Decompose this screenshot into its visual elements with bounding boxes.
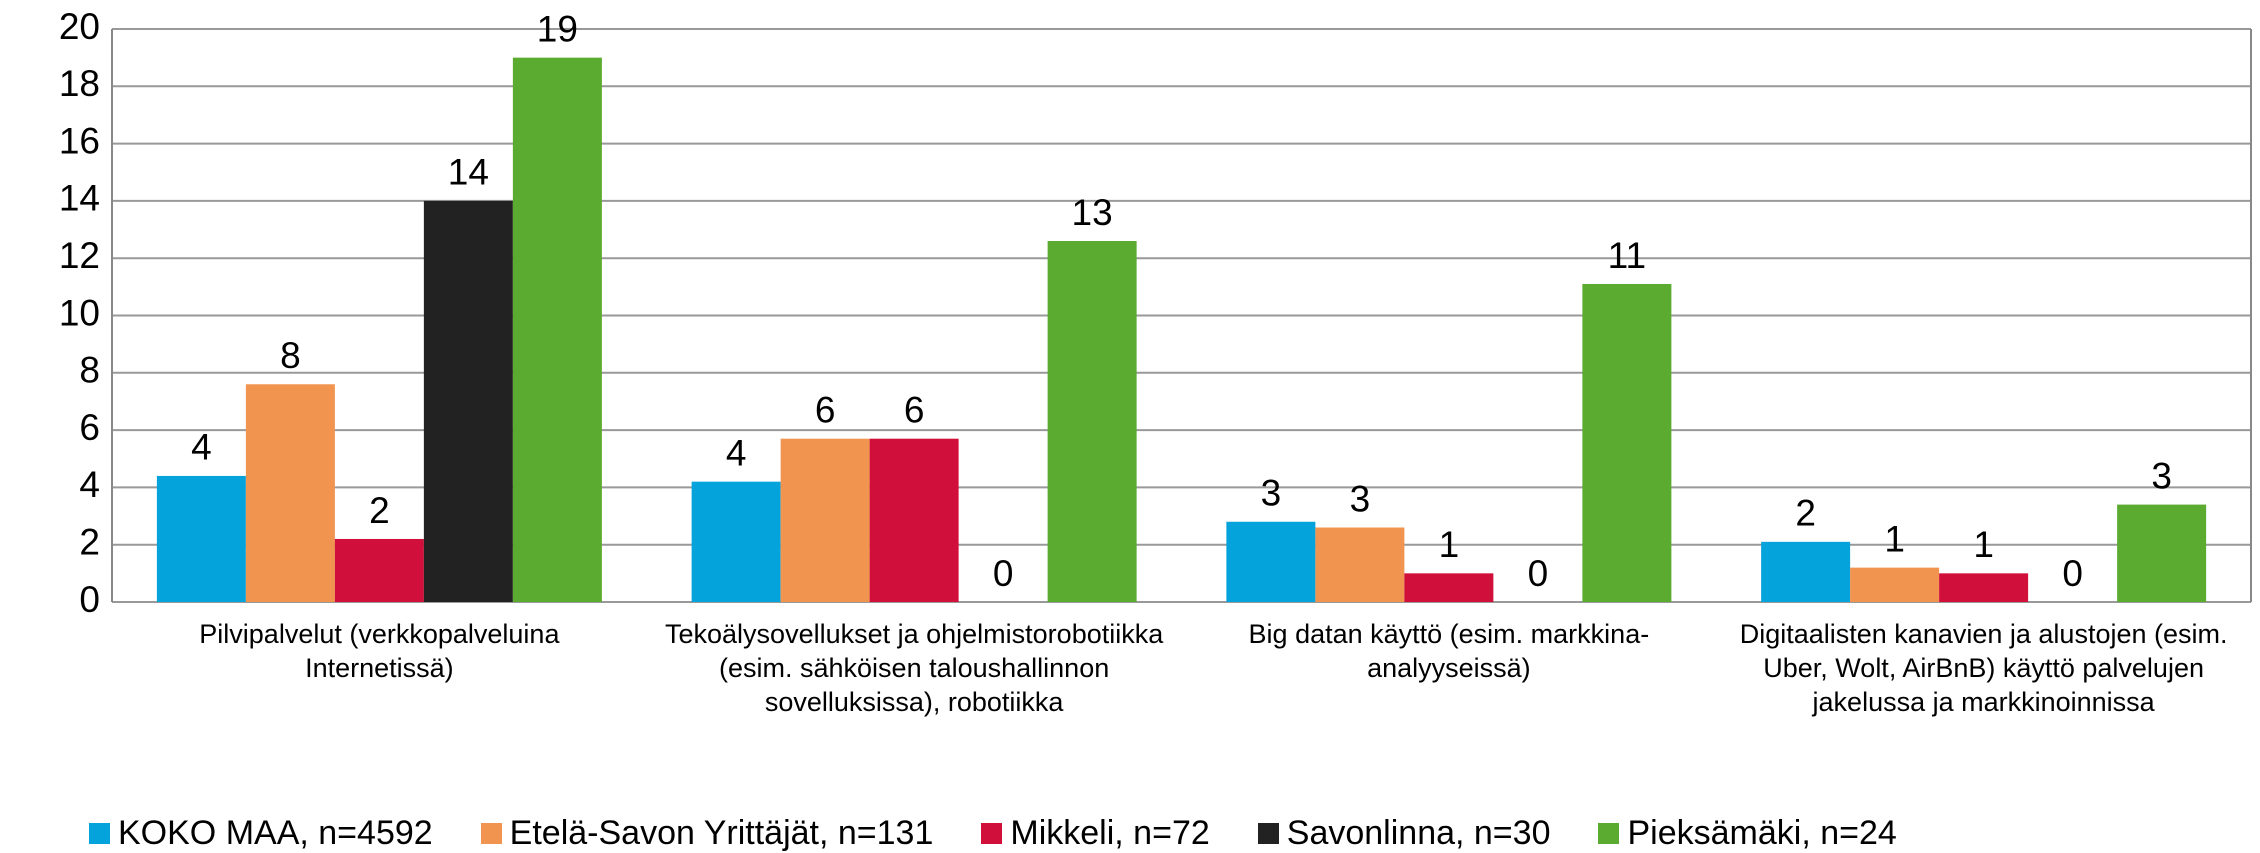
legend-label: Pieksämäki, n=24 xyxy=(1627,814,1897,852)
data-label: 1 xyxy=(1884,518,1905,559)
y-tick-label: 18 xyxy=(59,63,100,104)
data-label: 3 xyxy=(1350,478,1371,519)
bar xyxy=(1939,573,2029,602)
legend-swatch xyxy=(1598,823,1620,844)
y-tick-label: 16 xyxy=(59,120,100,161)
data-label: 0 xyxy=(993,553,1014,594)
legend-swatch xyxy=(1257,823,1279,844)
data-label: 4 xyxy=(726,432,747,473)
data-label: 6 xyxy=(815,389,836,430)
bar xyxy=(512,57,602,602)
y-tick-label: 14 xyxy=(59,178,100,219)
x-tick-label: Digitaalisten kanavien ja alustojen (esi… xyxy=(1739,619,2228,717)
bar xyxy=(1761,541,1851,602)
data-label: 3 xyxy=(1261,473,1282,514)
data-label: 19 xyxy=(537,8,578,49)
bar xyxy=(1850,567,1940,602)
bar xyxy=(780,438,870,602)
data-label: 0 xyxy=(2062,553,2083,594)
legend-swatch xyxy=(89,823,110,844)
data-label: 14 xyxy=(448,152,489,193)
bar xyxy=(1047,241,1137,602)
legend-item: Etelä-Savon Yrittäjät, n=131 xyxy=(480,814,934,853)
bar xyxy=(1404,573,1494,602)
data-label: 2 xyxy=(369,490,390,531)
x-tick-label: Big datan käyttö (esim. markkina-analyys… xyxy=(1248,619,1650,683)
bar xyxy=(691,481,781,602)
y-tick-label: 20 xyxy=(59,6,100,47)
data-label: 1 xyxy=(1439,524,1460,565)
bar xyxy=(1582,283,1672,602)
data-label: 11 xyxy=(1608,235,1646,276)
legend-item: Savonlinna, n=30 xyxy=(1257,814,1551,853)
data-label: 8 xyxy=(280,335,301,376)
data-label: 6 xyxy=(904,389,925,430)
legend-label: Savonlinna, n=30 xyxy=(1286,814,1551,852)
legend-label: Etelä-Savon Yrittäjät, n=131 xyxy=(509,814,934,852)
bar xyxy=(156,475,246,602)
legend-swatch xyxy=(480,823,502,844)
y-tick-label: 8 xyxy=(79,350,100,391)
bar xyxy=(245,384,335,602)
y-tick-label: 6 xyxy=(79,407,100,448)
legend-item: Pieksämäki, n=24 xyxy=(1598,814,1897,853)
bar xyxy=(1315,527,1405,602)
legend-item: Mikkeli, n=72 xyxy=(981,814,1210,853)
legend-item: KOKO MAA, n=4592 xyxy=(89,814,433,853)
legend: KOKO MAA, n=4592 Etelä-Savon Yrittäjät, n… xyxy=(89,814,1897,853)
data-label: 2 xyxy=(1795,493,1816,534)
data-label: 1 xyxy=(1973,524,1994,565)
data-label: 13 xyxy=(1072,192,1113,233)
bar xyxy=(869,438,959,602)
legend-label: Mikkeli, n=72 xyxy=(1010,814,1210,852)
legend-label: KOKO MAA, n=4592 xyxy=(118,814,433,852)
y-tick-label: 4 xyxy=(79,464,100,505)
legend-swatch xyxy=(981,823,1003,844)
x-tick-label: Pilvipalvelut (verkkopalveluina Internet… xyxy=(199,619,560,683)
data-label: 4 xyxy=(191,427,212,468)
y-tick-label: 2 xyxy=(79,521,100,562)
y-tick-label: 10 xyxy=(59,292,100,333)
y-tick-label: 0 xyxy=(79,579,100,620)
bar xyxy=(1226,521,1316,602)
y-tick-label: 12 xyxy=(59,235,100,276)
bar xyxy=(2117,504,2207,602)
bar xyxy=(423,200,513,602)
bar xyxy=(334,538,424,602)
data-label: 0 xyxy=(1528,553,1549,594)
x-tick-label: Tekoälysovellukset ja ohjelmistorobotiik… xyxy=(665,619,1164,717)
data-label: 3 xyxy=(2151,455,2172,496)
